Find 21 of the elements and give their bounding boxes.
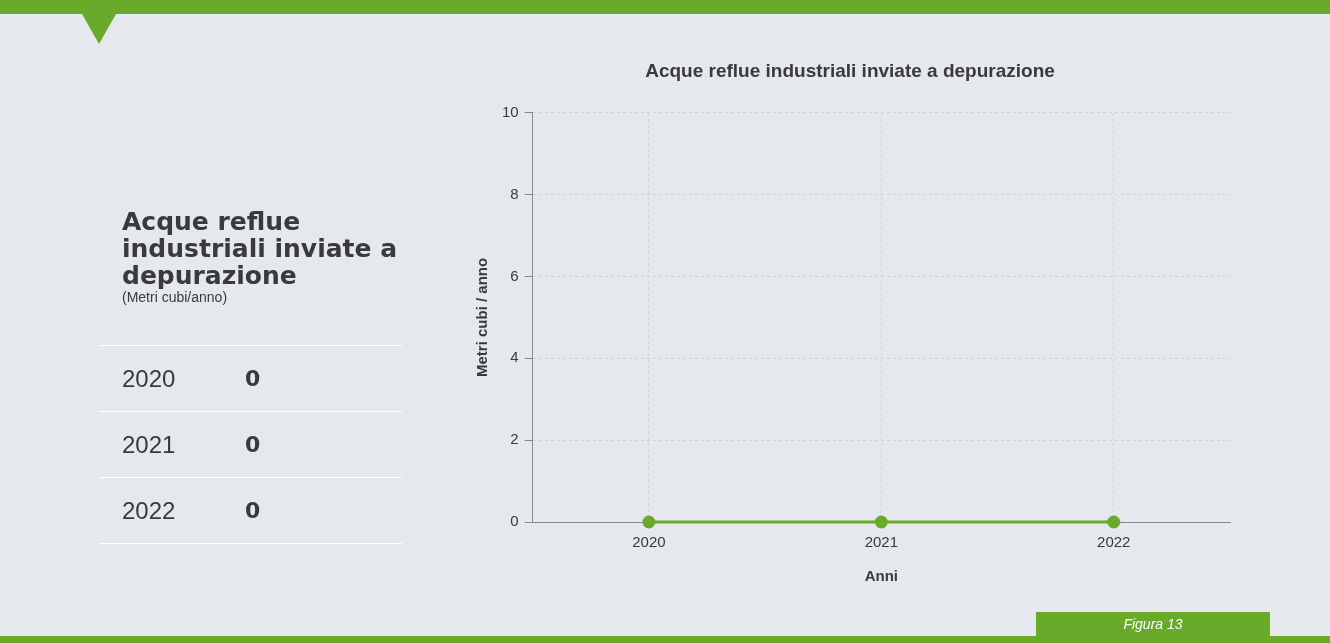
y-tick-label: 8 — [510, 184, 519, 202]
y-tick-label: 10 — [502, 102, 519, 120]
y-tick-label: 4 — [510, 348, 519, 366]
text: Figura 13 — [1036, 612, 1270, 636]
x-tick-label: 2021 — [864, 533, 899, 551]
x-tick-label: 2022 — [1097, 533, 1131, 551]
category-label: 2022 — [121, 496, 177, 525]
text: Acque reflue industriali inviate a depurazione — [122, 207, 399, 290]
y-tick-label: 0 — [510, 512, 519, 530]
text: (Metri cubi/anno) — [122, 289, 229, 305]
data-label: 0 — [245, 432, 261, 457]
x-tick-label: 2020 — [632, 533, 666, 551]
x-axis-title: Anni — [864, 567, 899, 585]
data-label: 0 — [245, 366, 261, 391]
category-label: 2020 — [121, 364, 177, 393]
data-label: 0 — [245, 498, 261, 523]
y-axis-title: Metri cubi / anno — [473, 257, 491, 377]
category-label: 2021 — [121, 430, 177, 459]
chart-title: Acque reflue industriali inviate a depurazione — [645, 59, 1055, 81]
y-tick-label: 2 — [510, 430, 519, 448]
y-tick-label: 6 — [510, 266, 519, 284]
